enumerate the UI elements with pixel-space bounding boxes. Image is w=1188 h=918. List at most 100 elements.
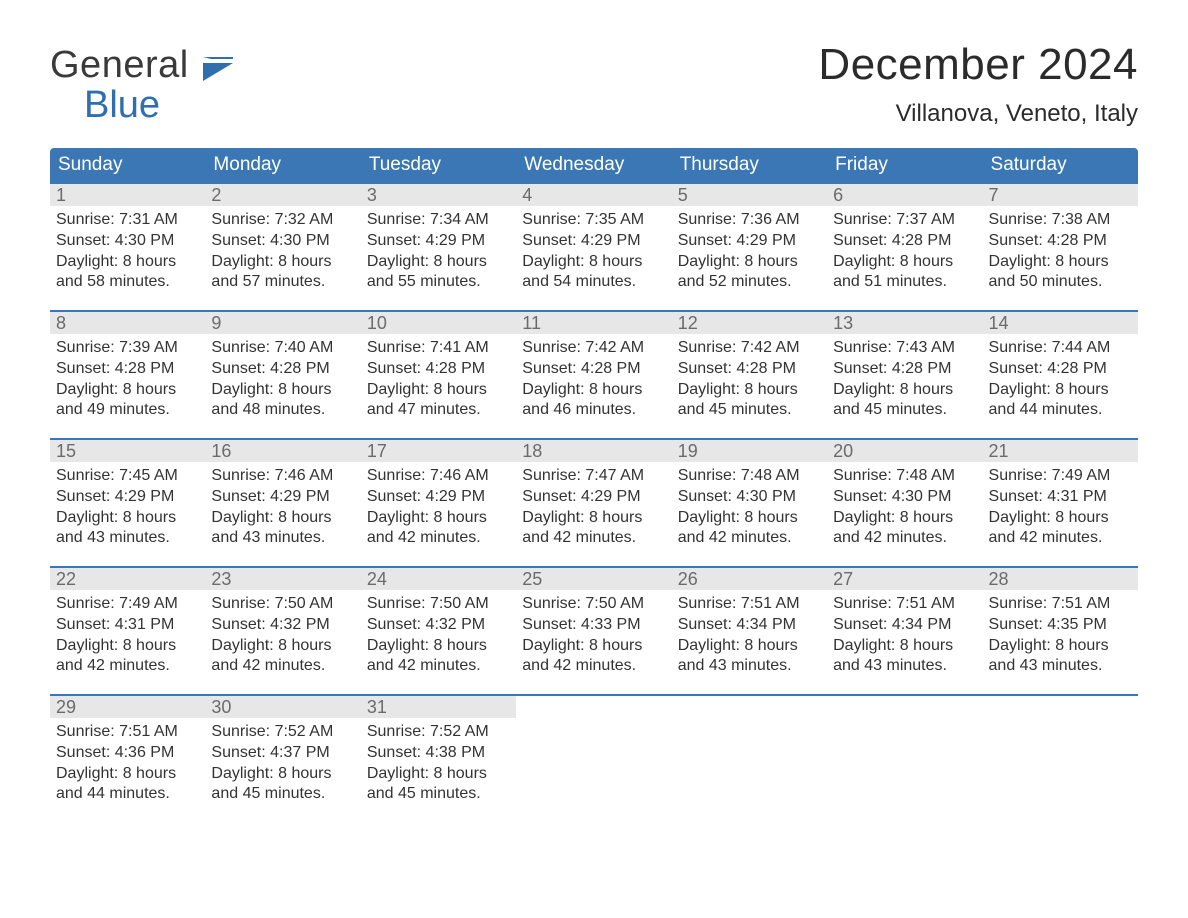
sunrise-line: Sunrise: 7:44 AM	[989, 338, 1132, 359]
day-details: Sunrise: 7:31 AMSunset: 4:30 PMDaylight:…	[50, 206, 205, 293]
day-number: 31	[361, 696, 516, 718]
day-number: 21	[983, 440, 1138, 462]
page-title: December 2024	[818, 40, 1138, 90]
day-details: Sunrise: 7:42 AMSunset: 4:28 PMDaylight:…	[672, 334, 827, 421]
day-details: Sunrise: 7:51 AMSunset: 4:34 PMDaylight:…	[672, 590, 827, 677]
calendar-cell	[516, 696, 671, 808]
day-number: 16	[205, 440, 360, 462]
calendar-cell: 15Sunrise: 7:45 AMSunset: 4:29 PMDayligh…	[50, 440, 205, 552]
calendar-cell: 22Sunrise: 7:49 AMSunset: 4:31 PMDayligh…	[50, 568, 205, 680]
calendar-cell: 28Sunrise: 7:51 AMSunset: 4:35 PMDayligh…	[983, 568, 1138, 680]
daylight-line: Daylight: 8 hours and 42 minutes.	[211, 636, 354, 678]
sunrise-line: Sunrise: 7:42 AM	[678, 338, 821, 359]
calendar-cell: 5Sunrise: 7:36 AMSunset: 4:29 PMDaylight…	[672, 184, 827, 296]
sunrise-line: Sunrise: 7:36 AM	[678, 210, 821, 231]
header: General Blue December 2024 Villanova, Ve…	[50, 40, 1138, 142]
day-details: Sunrise: 7:34 AMSunset: 4:29 PMDaylight:…	[361, 206, 516, 293]
calendar-cell: 21Sunrise: 7:49 AMSunset: 4:31 PMDayligh…	[983, 440, 1138, 552]
brand-line1: General	[50, 44, 189, 86]
sunset-line: Sunset: 4:33 PM	[522, 615, 665, 636]
sunrise-line: Sunrise: 7:51 AM	[833, 594, 976, 615]
calendar-cell: 6Sunrise: 7:37 AMSunset: 4:28 PMDaylight…	[827, 184, 982, 296]
day-number: 20	[827, 440, 982, 462]
brand-logo: General Blue	[50, 40, 237, 122]
daylight-line: Daylight: 8 hours and 45 minutes.	[211, 764, 354, 806]
calendar-cell: 9Sunrise: 7:40 AMSunset: 4:28 PMDaylight…	[205, 312, 360, 424]
sunrise-line: Sunrise: 7:49 AM	[56, 594, 199, 615]
sunrise-line: Sunrise: 7:38 AM	[989, 210, 1132, 231]
daylight-line: Daylight: 8 hours and 42 minutes.	[989, 508, 1132, 550]
daylight-line: Daylight: 8 hours and 49 minutes.	[56, 380, 199, 422]
daylight-line: Daylight: 8 hours and 44 minutes.	[56, 764, 199, 806]
day-details: Sunrise: 7:37 AMSunset: 4:28 PMDaylight:…	[827, 206, 982, 293]
day-details: Sunrise: 7:52 AMSunset: 4:37 PMDaylight:…	[205, 718, 360, 805]
sunrise-line: Sunrise: 7:37 AM	[833, 210, 976, 231]
day-details: Sunrise: 7:41 AMSunset: 4:28 PMDaylight:…	[361, 334, 516, 421]
day-number: 24	[361, 568, 516, 590]
day-details: Sunrise: 7:49 AMSunset: 4:31 PMDaylight:…	[983, 462, 1138, 549]
day-details: Sunrise: 7:40 AMSunset: 4:28 PMDaylight:…	[205, 334, 360, 421]
daylight-line: Daylight: 8 hours and 43 minutes.	[833, 636, 976, 678]
sunset-line: Sunset: 4:35 PM	[989, 615, 1132, 636]
sunrise-line: Sunrise: 7:52 AM	[211, 722, 354, 743]
sunrise-line: Sunrise: 7:41 AM	[367, 338, 510, 359]
day-details: Sunrise: 7:47 AMSunset: 4:29 PMDaylight:…	[516, 462, 671, 549]
calendar-cell	[672, 696, 827, 808]
week-row: 1Sunrise: 7:31 AMSunset: 4:30 PMDaylight…	[50, 182, 1138, 296]
sunset-line: Sunset: 4:28 PM	[522, 359, 665, 380]
sunrise-line: Sunrise: 7:46 AM	[367, 466, 510, 487]
sunset-line: Sunset: 4:28 PM	[56, 359, 199, 380]
day-details: Sunrise: 7:46 AMSunset: 4:29 PMDaylight:…	[361, 462, 516, 549]
sunset-line: Sunset: 4:29 PM	[211, 487, 354, 508]
sunset-line: Sunset: 4:28 PM	[833, 231, 976, 252]
week-row: 22Sunrise: 7:49 AMSunset: 4:31 PMDayligh…	[50, 566, 1138, 680]
sunrise-line: Sunrise: 7:40 AM	[211, 338, 354, 359]
day-number: 8	[50, 312, 205, 334]
day-number: 2	[205, 184, 360, 206]
daylight-line: Daylight: 8 hours and 51 minutes.	[833, 252, 976, 294]
day-number: 11	[516, 312, 671, 334]
calendar-cell: 10Sunrise: 7:41 AMSunset: 4:28 PMDayligh…	[361, 312, 516, 424]
daylight-line: Daylight: 8 hours and 42 minutes.	[367, 508, 510, 550]
sunrise-line: Sunrise: 7:34 AM	[367, 210, 510, 231]
calendar-cell: 13Sunrise: 7:43 AMSunset: 4:28 PMDayligh…	[827, 312, 982, 424]
day-details: Sunrise: 7:51 AMSunset: 4:36 PMDaylight:…	[50, 718, 205, 805]
weeks-container: 1Sunrise: 7:31 AMSunset: 4:30 PMDaylight…	[50, 182, 1138, 808]
sunset-line: Sunset: 4:38 PM	[367, 743, 510, 764]
day-details: Sunrise: 7:42 AMSunset: 4:28 PMDaylight:…	[516, 334, 671, 421]
sunset-line: Sunset: 4:29 PM	[56, 487, 199, 508]
day-number: 17	[361, 440, 516, 462]
sunset-line: Sunset: 4:37 PM	[211, 743, 354, 764]
sunset-line: Sunset: 4:30 PM	[678, 487, 821, 508]
sunset-line: Sunset: 4:36 PM	[56, 743, 199, 764]
day-number: 3	[361, 184, 516, 206]
sunrise-line: Sunrise: 7:35 AM	[522, 210, 665, 231]
day-number: 4	[516, 184, 671, 206]
location: Villanova, Veneto, Italy	[818, 100, 1138, 128]
daylight-line: Daylight: 8 hours and 45 minutes.	[833, 380, 976, 422]
calendar-cell: 14Sunrise: 7:44 AMSunset: 4:28 PMDayligh…	[983, 312, 1138, 424]
daylight-line: Daylight: 8 hours and 43 minutes.	[211, 508, 354, 550]
day-number: 1	[50, 184, 205, 206]
sunrise-line: Sunrise: 7:50 AM	[522, 594, 665, 615]
day-details: Sunrise: 7:48 AMSunset: 4:30 PMDaylight:…	[827, 462, 982, 549]
daylight-line: Daylight: 8 hours and 44 minutes.	[989, 380, 1132, 422]
day-details: Sunrise: 7:32 AMSunset: 4:30 PMDaylight:…	[205, 206, 360, 293]
dow-saturday: Saturday	[983, 148, 1138, 182]
calendar-cell: 7Sunrise: 7:38 AMSunset: 4:28 PMDaylight…	[983, 184, 1138, 296]
sunrise-line: Sunrise: 7:39 AM	[56, 338, 199, 359]
day-details: Sunrise: 7:50 AMSunset: 4:32 PMDaylight:…	[361, 590, 516, 677]
calendar-cell: 8 Sunrise: 7:39 AMSunset: 4:28 PMDaylight…	[50, 312, 205, 424]
week-row: 8Sunrise: 7:39 AMSunset: 4:28 PMDaylight…	[50, 310, 1138, 424]
dow-monday: Monday	[205, 148, 360, 182]
sunset-line: Sunset: 4:30 PM	[211, 231, 354, 252]
daylight-line: Daylight: 8 hours and 42 minutes.	[367, 636, 510, 678]
sunrise-line: Sunrise: 7:31 AM	[56, 210, 199, 231]
day-details: Sunrise: 7:43 AMSunset: 4:28 PMDaylight:…	[827, 334, 982, 421]
day-number: 14	[983, 312, 1138, 334]
calendar-cell: 26Sunrise: 7:51 AMSunset: 4:34 PMDayligh…	[672, 568, 827, 680]
sunset-line: Sunset: 4:28 PM	[367, 359, 510, 380]
day-number: 7	[983, 184, 1138, 206]
daylight-line: Daylight: 8 hours and 43 minutes.	[989, 636, 1132, 678]
calendar-cell: 4Sunrise: 7:35 AMSunset: 4:29 PMDaylight…	[516, 184, 671, 296]
